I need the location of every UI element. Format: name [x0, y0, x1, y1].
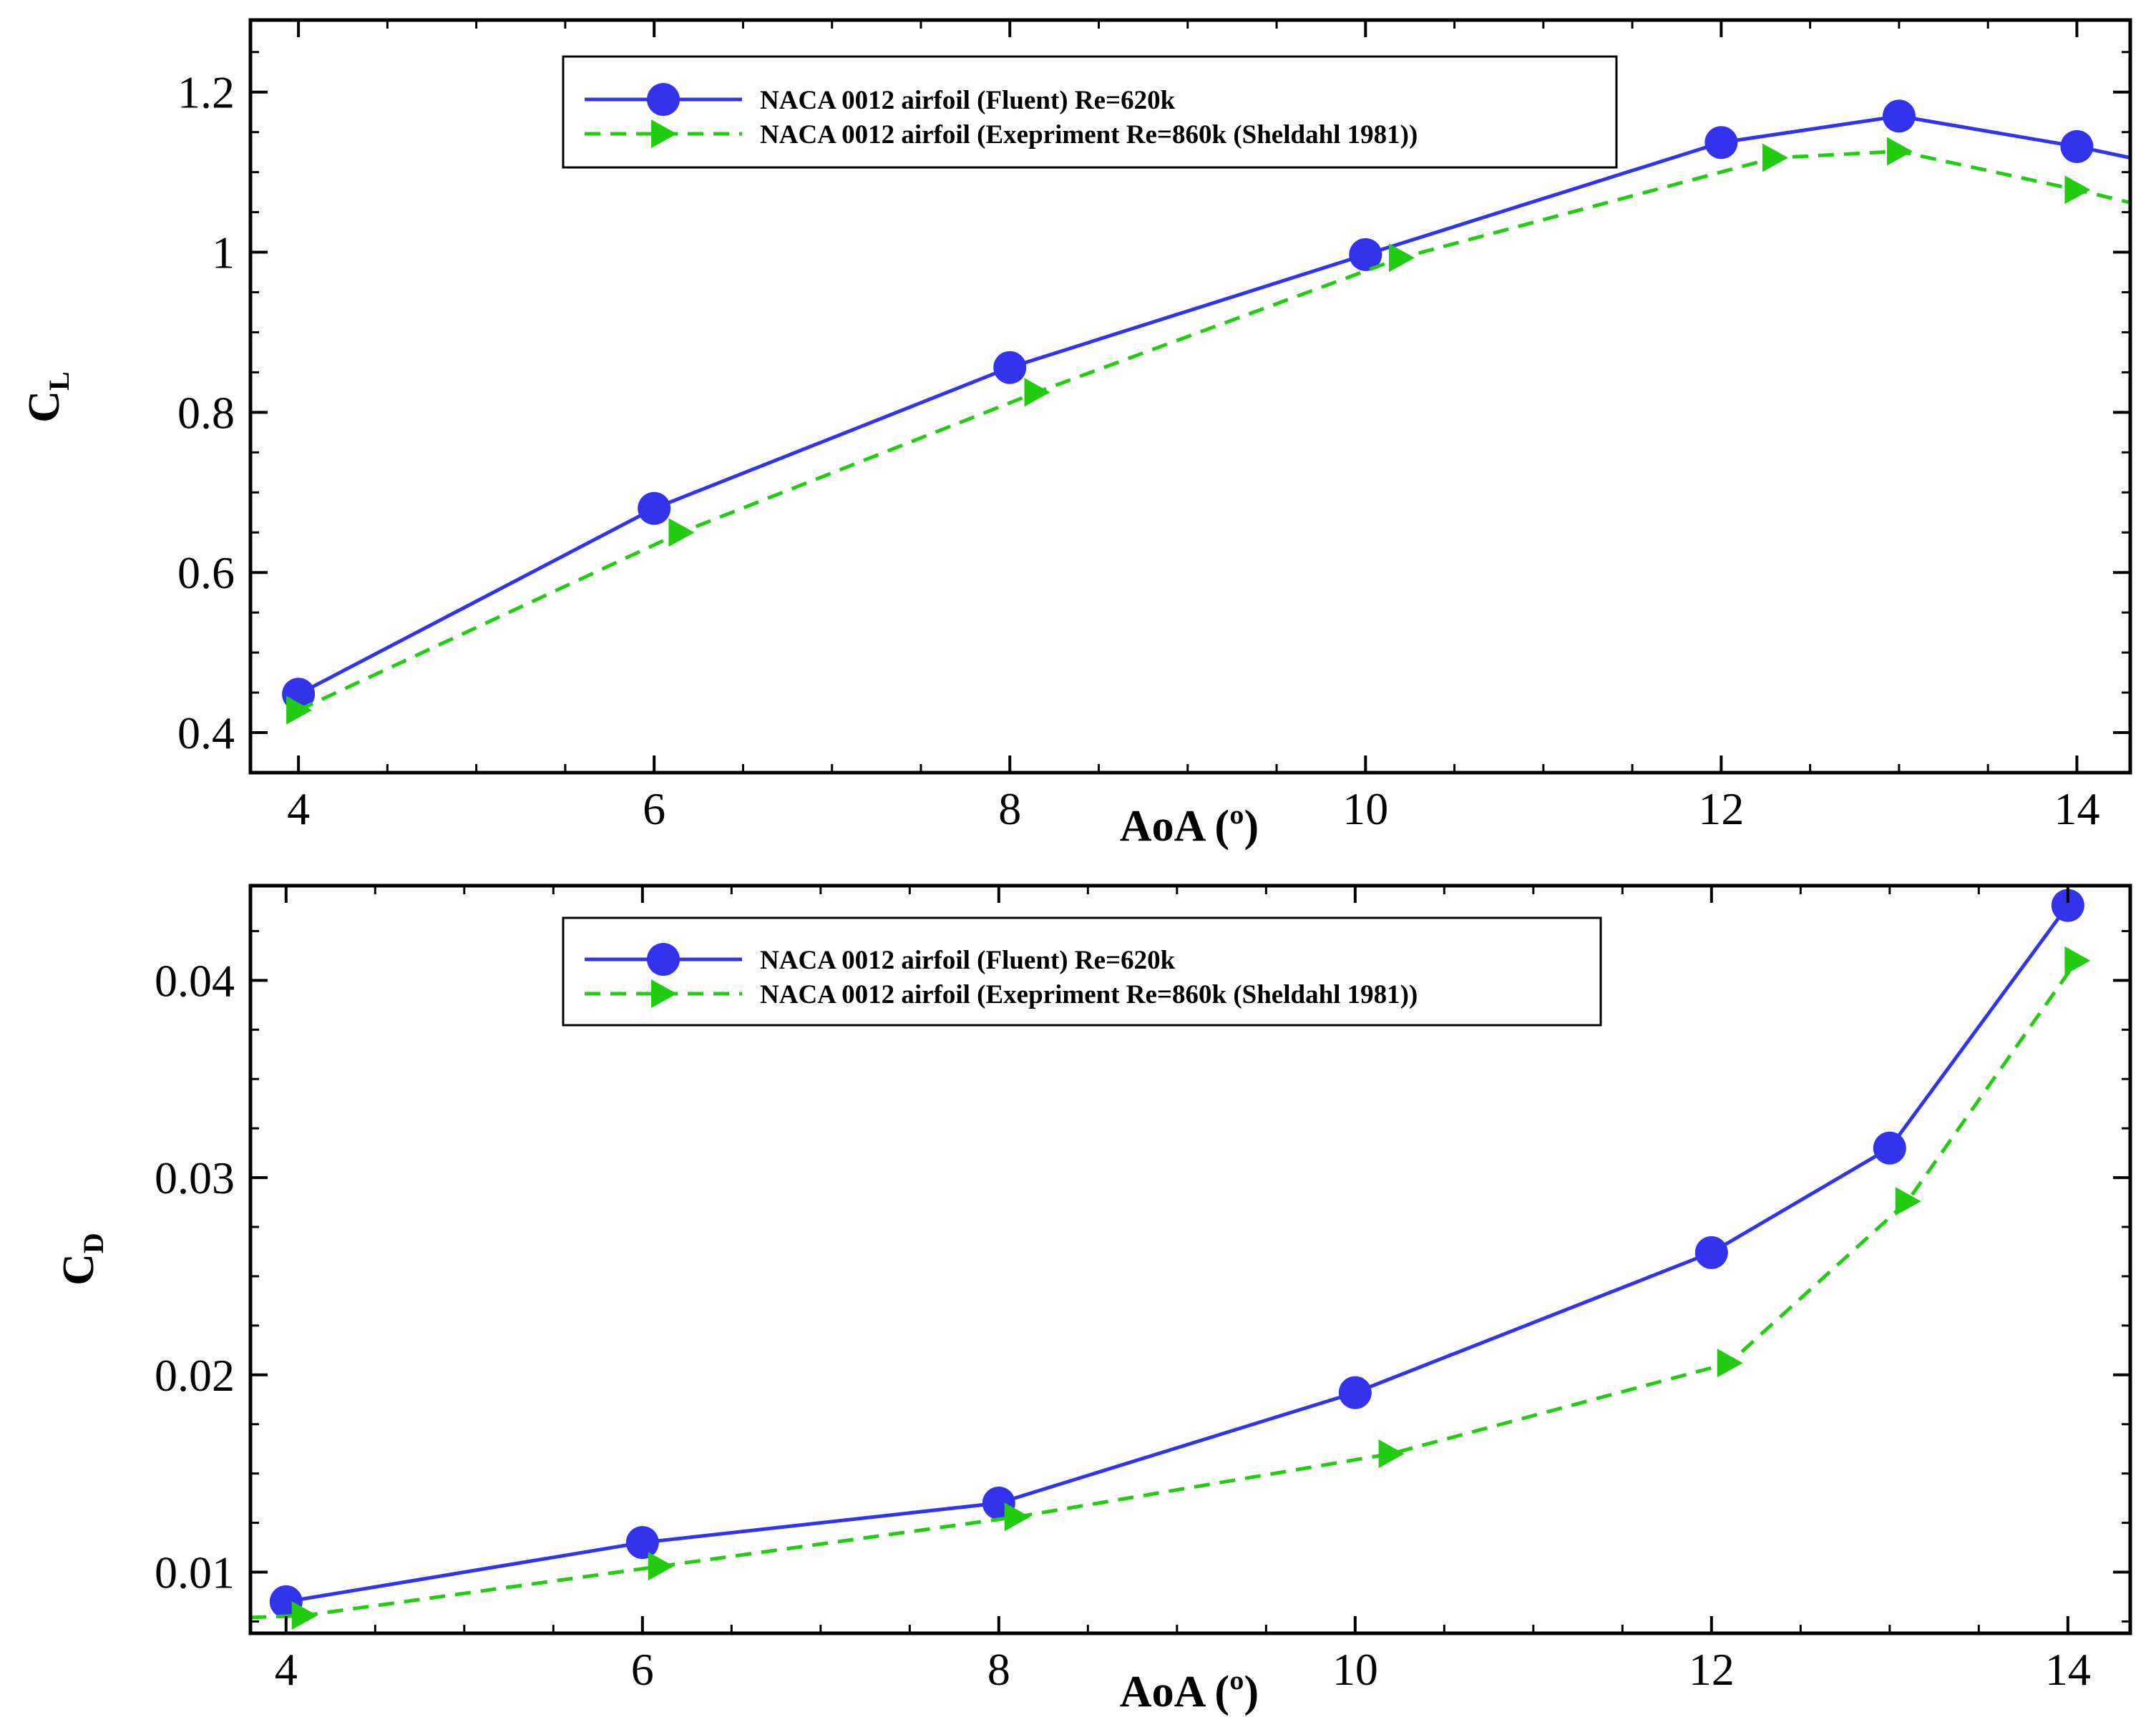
cl-experiment-point	[668, 518, 695, 547]
cd-legend-experiment-label: NACA 0012 airfoil (Exepriment Re=860k (S…	[760, 980, 1418, 1009]
cl-y-tick-label: 0.8	[177, 387, 235, 438]
cl-x-tick-label: 12	[1698, 783, 1744, 834]
cd-y-tick-label: 0.02	[155, 1350, 235, 1401]
cl-legend-experiment-marker	[651, 119, 677, 148]
cl-fluent-line	[297, 114, 2131, 696]
cl-experiment-point	[1389, 243, 1415, 273]
cl-y-tick-label: 1	[212, 228, 235, 278]
cd-fluent-point	[625, 1526, 659, 1560]
cd-fluent-point	[1694, 1236, 1728, 1269]
cd-experiment-line	[250, 959, 2079, 1620]
cl-fluent-point	[993, 351, 1027, 384]
cd-ticks-layer	[250, 886, 2130, 1633]
cl-legend-fluent-marker	[647, 83, 680, 116]
cd-y-tick-label: 0.04	[155, 955, 235, 1006]
cl-experiment-point	[1886, 137, 1913, 166]
cl-y-tick-labels: 0.4 0.6 0.8 1 1.2	[177, 67, 235, 758]
cd-plot-frame	[248, 884, 2132, 1635]
cl-legend: NACA 0012 airfoil (Fluent) Re=620k NACA …	[562, 55, 1618, 169]
cd-experiment-point	[1895, 1187, 1921, 1216]
cd-chart: 4 6 8 10 12 14 0.01 0.02 0.03 0.04 AoA (º) CD NA…	[54, 884, 2132, 1716]
cl-legend-fluent-label: NACA 0012 airfoil (Fluent) Re=620k	[760, 86, 1176, 115]
cd-x-tick-label: 4	[275, 1644, 298, 1695]
cd-y-tick-label: 0.01	[155, 1547, 235, 1598]
cd-fluent-point	[1873, 1131, 1906, 1165]
cd-experiment-point	[2064, 946, 2091, 975]
cl-fluent-point	[638, 491, 671, 525]
cl-experiment-point	[1024, 378, 1050, 407]
cl-chart: 4 6 8 10 12 14 0.4 0.6 0.8 1 1.2 AoA (º) CL NACA …	[20, 18, 2132, 851]
cd-fluent-point	[2051, 889, 2084, 922]
cd-legend-fluent-marker	[647, 943, 680, 976]
cd-y-tick-label: 0.03	[155, 1153, 235, 1203]
cd-x-tick-label: 6	[631, 1644, 654, 1695]
cl-experiment-point	[2064, 175, 2091, 205]
cl-y-axis-title: CL	[20, 371, 75, 422]
cl-fluent-point	[2060, 129, 2094, 163]
cl-y-tick-label: 0.6	[177, 547, 235, 598]
cl-fluent-point	[1882, 99, 1916, 133]
cd-experiment-point	[648, 1552, 674, 1581]
cd-legend-fluent-label: NACA 0012 airfoil (Fluent) Re=620k	[760, 946, 1176, 975]
cl-x-tick-label: 10	[1342, 783, 1388, 834]
cd-legend-box	[562, 916, 1602, 1027]
cd-legend: NACA 0012 airfoil (Fluent) Re=620k NACA …	[562, 916, 1602, 1027]
cd-series-layer	[250, 889, 2091, 1630]
cd-x-tick-label: 12	[1689, 1644, 1735, 1695]
cl-ticks-layer	[250, 20, 2130, 773]
cl-x-tick-label: 6	[643, 783, 665, 834]
cd-experiment-point	[291, 1601, 318, 1630]
cd-x-tick-label: 10	[1332, 1644, 1378, 1695]
cl-x-tick-label: 8	[998, 783, 1021, 834]
cl-experiment-line	[298, 150, 2131, 712]
cl-x-tick-label: 4	[287, 783, 310, 834]
cl-legend-experiment-label: NACA 0012 airfoil (Exepriment Re=860k (S…	[760, 120, 1418, 150]
cd-x-tick-labels: 4 6 8 10 12 14	[275, 1644, 2091, 1695]
cd-legend-experiment-marker	[651, 979, 677, 1008]
cd-x-axis-title: AoA (º)	[1120, 1668, 1259, 1716]
cl-plot-frame	[248, 18, 2132, 775]
cl-experiment-point	[1762, 143, 1788, 172]
cl-y-tick-label: 0.4	[177, 708, 235, 758]
cd-x-tick-label: 8	[987, 1644, 1010, 1695]
cd-experiment-point	[1717, 1349, 1743, 1378]
cl-x-axis-title: AoA (º)	[1120, 802, 1259, 851]
cl-y-tick-label: 1.2	[177, 67, 235, 118]
cl-fluent-point	[1704, 126, 1738, 160]
cl-x-tick-label: 14	[2054, 783, 2099, 834]
cl-experiment-point	[286, 695, 313, 725]
cd-fluent-point	[1338, 1376, 1372, 1409]
cl-x-tick-labels: 4 6 8 10 12 14	[287, 783, 2099, 834]
cl-fluent-point	[1349, 238, 1382, 271]
cd-y-axis-title: CD	[54, 1233, 109, 1286]
cd-y-tick-labels: 0.01 0.02 0.03 0.04	[155, 955, 235, 1598]
cl-legend-box	[562, 55, 1618, 169]
cd-x-tick-label: 14	[2045, 1644, 2091, 1695]
cd-experiment-point	[1004, 1502, 1030, 1532]
cd-experiment-point	[1378, 1439, 1405, 1469]
cl-series-layer	[282, 99, 2131, 725]
